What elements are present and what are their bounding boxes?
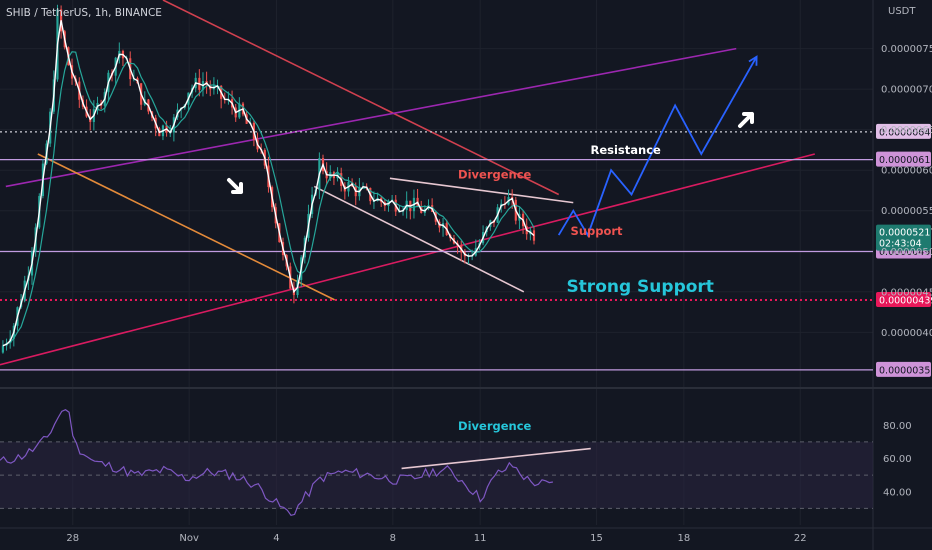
rsi-tick-label: 40.00 bbox=[883, 487, 912, 498]
trendline-price-divergence[interactable] bbox=[389, 177, 574, 204]
price-tick-label: 0.0000050 bbox=[881, 247, 932, 258]
candle bbox=[1, 340, 5, 354]
projection-path[interactable] bbox=[557, 55, 758, 238]
date-tick-label: 15 bbox=[590, 533, 603, 544]
candle bbox=[438, 219, 441, 233]
date-tick-label: 4 bbox=[273, 533, 279, 544]
candle bbox=[209, 80, 212, 97]
level-price-badge: 0.000006473 bbox=[876, 123, 932, 139]
date-axis[interactable]: 28 Nov 4 8 11 15 18 22 bbox=[66, 533, 806, 544]
trendline-descending-resistance[interactable] bbox=[162, 0, 560, 196]
price-tick-label: 0.0000040 bbox=[881, 328, 932, 339]
level-price-label: 0.000003537 bbox=[879, 365, 932, 376]
rsi-divergence-line[interactable] bbox=[401, 447, 591, 470]
projection-arrowhead-icon bbox=[748, 55, 758, 66]
date-tick-label: 28 bbox=[66, 533, 79, 544]
candle bbox=[383, 199, 386, 212]
projection-line[interactable] bbox=[557, 56, 758, 238]
moving-averages bbox=[2, 20, 535, 347]
candle bbox=[332, 170, 336, 186]
annotation-strong-support: Strong Support bbox=[566, 277, 714, 297]
annotation-support: Support bbox=[571, 224, 624, 238]
up-right-arrow-icon bbox=[738, 112, 754, 128]
date-tick-label: 18 bbox=[677, 533, 690, 544]
price-tick-label: 0.0000065 bbox=[881, 125, 932, 136]
horizontal-levels[interactable]: 0.0000064730.0000061310.0000049970.00000… bbox=[0, 123, 932, 377]
candle bbox=[238, 97, 241, 119]
level-price-label: 0.000004399 bbox=[879, 295, 932, 306]
candle bbox=[441, 217, 445, 237]
date-tick-label: Nov bbox=[179, 533, 199, 544]
level-price-label: 0.000006473 bbox=[879, 127, 932, 138]
level-price-badge: 0.000006131 bbox=[876, 151, 932, 167]
level-price-label: 0.000004997 bbox=[879, 247, 932, 258]
candle bbox=[503, 196, 506, 209]
rsi-line bbox=[0, 409, 553, 516]
candle bbox=[409, 200, 412, 220]
candle bbox=[343, 182, 346, 200]
rsi-divergence-label: Divergence bbox=[458, 419, 531, 433]
date-tick-label: 11 bbox=[474, 533, 487, 544]
trendline-orange-falling[interactable] bbox=[37, 153, 336, 301]
trendline-rising-support[interactable] bbox=[0, 153, 816, 366]
price-tick-label: 0.0000060 bbox=[881, 166, 932, 177]
annotation-arrows bbox=[227, 112, 754, 194]
level-price-badge: 0.000003537 bbox=[876, 361, 932, 377]
ma-slow-line bbox=[2, 51, 535, 347]
current-price-countdown: 02:43:04 bbox=[879, 239, 922, 250]
trendlines[interactable] bbox=[0, 0, 816, 366]
date-tick-label: 22 bbox=[794, 533, 807, 544]
rsi-pane: Divergence 40.00 60.00 80.00 bbox=[0, 409, 912, 516]
rsi-tick-label: 60.00 bbox=[883, 454, 912, 465]
down-right-arrow-icon bbox=[227, 178, 243, 194]
price-tick-label: 0.0000055 bbox=[881, 206, 932, 217]
trendline-lower-channel[interactable] bbox=[313, 185, 525, 293]
current-price-value: 0.00005217 bbox=[879, 228, 932, 239]
currency-badge-text: USDT bbox=[888, 6, 916, 17]
price-tick-label: 0.0000075 bbox=[881, 44, 932, 55]
level-price-badge: 0.000004399 bbox=[876, 291, 932, 307]
chart-annotations: Divergence Resistance Support Strong Suppor… bbox=[458, 143, 714, 297]
level-price-label: 0.000006131 bbox=[879, 155, 932, 166]
price-axis[interactable]: 0.0000040 0.0000045 0.0000050 0.0000055 0.00… bbox=[881, 44, 932, 339]
candle bbox=[161, 124, 165, 141]
candle bbox=[114, 56, 117, 86]
rsi-tick-label: 80.00 bbox=[883, 421, 912, 432]
symbol-title: SHIB / TetherUS, 1h, BINANCE bbox=[6, 7, 162, 19]
candle bbox=[121, 49, 125, 67]
ma-fast-line bbox=[2, 20, 535, 347]
trendline-purple-channel[interactable] bbox=[5, 47, 737, 188]
candle bbox=[212, 77, 215, 95]
annotation-resistance: Resistance bbox=[590, 143, 661, 157]
price-tick-label: 0.0000070 bbox=[881, 85, 932, 96]
candle bbox=[336, 167, 339, 182]
price-tick-label: 0.0000045 bbox=[881, 287, 932, 298]
annotation-divergence: Divergence bbox=[458, 167, 531, 181]
currency-badge: USDT bbox=[888, 6, 916, 17]
candle bbox=[507, 189, 510, 206]
date-tick-label: 8 bbox=[390, 533, 396, 544]
candle bbox=[118, 42, 121, 64]
candle bbox=[358, 177, 361, 201]
